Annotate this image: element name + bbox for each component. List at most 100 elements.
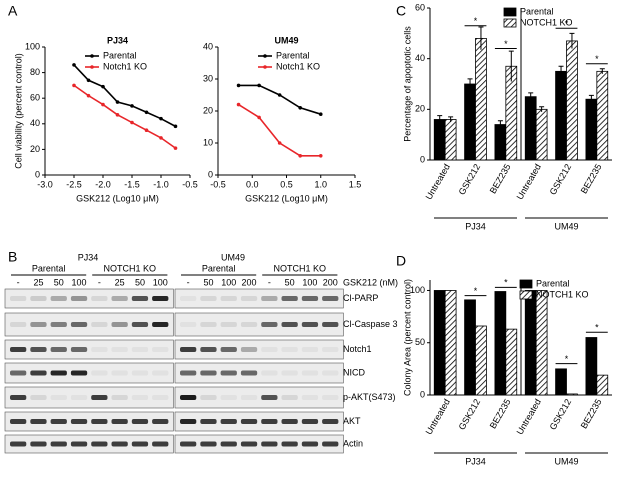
band (131, 296, 149, 301)
x-tick-label: -2.5 (66, 179, 82, 189)
y-tick-label: 20 (415, 104, 425, 114)
legend-label: Notch1 KO (103, 61, 147, 71)
band (111, 419, 128, 424)
significance-label: * (474, 16, 478, 26)
band (50, 441, 67, 447)
data-point (101, 102, 105, 107)
x-tick-label: -3.0 (37, 179, 53, 189)
y-tick-label: 50 (415, 337, 425, 347)
y-tick-label: 40 (203, 41, 213, 51)
data-point (173, 124, 178, 129)
y-axis-label: Percentage of apoptotic cells (402, 26, 412, 142)
treatment-label: GSK212 (nM) (343, 277, 398, 287)
band (261, 419, 278, 424)
legend-swatch (519, 290, 533, 300)
data-point (173, 146, 178, 150)
blot-frame (4, 411, 174, 432)
band (240, 370, 258, 376)
series-line (73, 64, 176, 128)
x-tick-label: 1.0 (314, 179, 327, 189)
data-point (159, 136, 163, 140)
band (281, 441, 298, 447)
band (10, 347, 27, 352)
x-tick-label: -1.0 (153, 179, 169, 189)
y-tick-label: 80 (30, 67, 40, 77)
panel-label: D (396, 253, 406, 269)
band (30, 347, 47, 352)
error-bar (437, 115, 443, 124)
y-tick-label: 0 (208, 169, 213, 179)
legend-label: NOTCH1 KO (520, 17, 573, 27)
band (180, 419, 197, 424)
blot-frame (4, 312, 174, 337)
bar (596, 374, 609, 396)
error-bar (448, 116, 454, 122)
data-point (257, 115, 261, 120)
band (281, 296, 298, 301)
significance-label: * (504, 278, 508, 288)
data-point (130, 120, 134, 125)
band (70, 347, 88, 352)
panel-label: C (396, 3, 406, 19)
error-bar (588, 94, 594, 103)
band (10, 370, 27, 376)
bar (555, 368, 567, 396)
error-bar (467, 78, 473, 90)
row-label: Notch1 (343, 344, 372, 354)
y-tick-label: 40 (30, 118, 40, 128)
lane-label: 200 (242, 277, 257, 287)
x-axis-label: GSK212 (Log10 μM) (245, 193, 328, 203)
lane-label: 100 (302, 277, 317, 287)
band (261, 322, 278, 327)
band (281, 419, 298, 424)
data-point (277, 93, 282, 97)
band (322, 370, 339, 376)
error-bar (528, 92, 534, 101)
data-point (318, 154, 323, 158)
row-label: Cl-PARP (343, 293, 378, 303)
data-point (115, 113, 120, 117)
error-bar (508, 50, 514, 82)
data-point (318, 112, 323, 116)
band (220, 370, 237, 376)
legend-marker (90, 65, 94, 69)
cell-line-label: PJ34 (78, 252, 99, 262)
band (180, 347, 197, 352)
bar (494, 291, 507, 396)
data-point (277, 141, 282, 145)
significance-label: * (595, 323, 599, 333)
lane-label: - (268, 277, 271, 287)
x-tick-label: GSK212 (457, 162, 483, 196)
legend-swatch (519, 279, 533, 289)
blot-frame (4, 362, 174, 384)
group-label: PJ34 (465, 456, 486, 466)
legend-swatch (503, 7, 517, 17)
band (50, 419, 67, 424)
lane-label: 100 (221, 277, 236, 287)
band (200, 370, 217, 376)
band (131, 441, 149, 447)
panel-label: A (8, 3, 18, 19)
band (131, 347, 149, 352)
bar (585, 98, 598, 161)
band (10, 441, 27, 447)
data-point (86, 93, 91, 98)
x-tick-label: -2.0 (95, 179, 111, 189)
band (200, 395, 217, 400)
y-tick-label: 60 (30, 93, 40, 103)
band (131, 419, 149, 424)
band (240, 395, 258, 400)
band (70, 395, 88, 400)
band (240, 419, 258, 424)
error-bar (478, 26, 484, 50)
data-point (115, 100, 120, 104)
significance-label: * (565, 354, 569, 364)
lane-label: 50 (285, 277, 295, 287)
bar (555, 70, 567, 161)
band (10, 395, 27, 400)
band (281, 395, 298, 400)
band (111, 296, 128, 301)
x-tick-label: GSK212 (548, 162, 574, 196)
band (91, 395, 108, 400)
